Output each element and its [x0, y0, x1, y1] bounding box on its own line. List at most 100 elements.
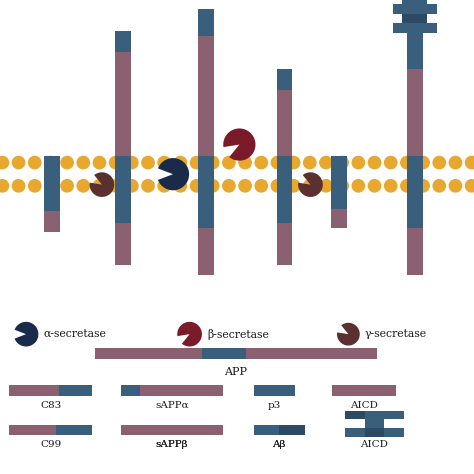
Circle shape: [207, 156, 219, 169]
Circle shape: [433, 180, 446, 192]
Bar: [277, 192, 292, 223]
Text: sAPPβ: sAPPβ: [155, 440, 188, 449]
Bar: [198, 9, 214, 36]
Bar: [198, 228, 214, 275]
Circle shape: [93, 156, 106, 169]
Circle shape: [45, 156, 57, 169]
Bar: [115, 156, 131, 192]
Text: AICD: AICD: [361, 440, 388, 449]
Circle shape: [93, 180, 106, 192]
Circle shape: [0, 156, 9, 169]
Bar: [121, 425, 223, 435]
Bar: [277, 156, 292, 192]
Bar: [277, 69, 292, 90]
Circle shape: [126, 180, 138, 192]
Bar: [402, 0, 427, 4]
Bar: [202, 348, 246, 359]
Bar: [402, 14, 427, 23]
Bar: [9, 425, 56, 435]
Circle shape: [158, 156, 170, 169]
Text: α-secretase: α-secretase: [44, 329, 107, 339]
Circle shape: [401, 156, 413, 169]
Circle shape: [304, 180, 316, 192]
Bar: [115, 192, 131, 223]
Circle shape: [174, 156, 187, 169]
Bar: [115, 31, 131, 52]
Bar: [277, 223, 292, 265]
Circle shape: [77, 156, 90, 169]
Bar: [331, 192, 346, 209]
Circle shape: [223, 180, 235, 192]
Circle shape: [433, 156, 446, 169]
Bar: [407, 156, 423, 192]
Wedge shape: [177, 322, 202, 346]
Circle shape: [28, 156, 41, 169]
Bar: [392, 4, 437, 14]
Circle shape: [255, 180, 267, 192]
Circle shape: [417, 180, 429, 192]
Circle shape: [158, 180, 170, 192]
Bar: [384, 428, 404, 437]
Circle shape: [174, 180, 187, 192]
Circle shape: [401, 180, 413, 192]
Bar: [384, 411, 404, 419]
Wedge shape: [223, 128, 255, 161]
Bar: [365, 428, 384, 437]
Circle shape: [191, 156, 203, 169]
Circle shape: [12, 180, 25, 192]
Circle shape: [287, 156, 300, 169]
Circle shape: [449, 156, 462, 169]
Circle shape: [336, 156, 348, 169]
Bar: [198, 192, 214, 228]
Wedge shape: [337, 323, 360, 346]
Bar: [254, 385, 295, 396]
Bar: [332, 385, 396, 396]
Circle shape: [384, 156, 397, 169]
Bar: [115, 52, 131, 156]
Circle shape: [126, 156, 138, 169]
Circle shape: [239, 156, 251, 169]
Text: β-secretase: β-secretase: [207, 328, 269, 340]
Bar: [246, 348, 377, 359]
Circle shape: [142, 156, 154, 169]
Circle shape: [255, 156, 267, 169]
Text: APP: APP: [225, 367, 247, 377]
Text: C83: C83: [40, 401, 62, 410]
Bar: [198, 156, 214, 192]
Circle shape: [336, 180, 348, 192]
Circle shape: [352, 156, 365, 169]
Bar: [56, 425, 92, 435]
Bar: [407, 33, 423, 69]
Bar: [45, 192, 60, 211]
Text: AICD: AICD: [350, 401, 378, 410]
Text: p3: p3: [268, 401, 281, 410]
Circle shape: [109, 156, 122, 169]
Circle shape: [109, 180, 122, 192]
Bar: [198, 36, 214, 156]
Text: sAPPα: sAPPα: [155, 401, 189, 410]
Circle shape: [449, 180, 462, 192]
Bar: [95, 348, 202, 359]
Bar: [407, 69, 423, 156]
Circle shape: [287, 180, 300, 192]
Circle shape: [320, 156, 332, 169]
Circle shape: [61, 180, 73, 192]
Text: sAPPβ: sAPPβ: [155, 440, 188, 449]
Text: C99: C99: [40, 440, 62, 449]
Bar: [45, 211, 60, 232]
Bar: [0, 159, 474, 189]
Text: Aβ: Aβ: [273, 440, 286, 449]
Circle shape: [12, 156, 25, 169]
Bar: [45, 156, 60, 192]
Circle shape: [77, 180, 90, 192]
Circle shape: [207, 180, 219, 192]
Circle shape: [142, 180, 154, 192]
Wedge shape: [298, 173, 323, 197]
Circle shape: [465, 180, 474, 192]
Circle shape: [28, 180, 41, 192]
Circle shape: [271, 180, 283, 192]
Bar: [279, 425, 305, 435]
Bar: [121, 385, 140, 396]
Circle shape: [223, 156, 235, 169]
Text: Aβ: Aβ: [273, 440, 286, 449]
